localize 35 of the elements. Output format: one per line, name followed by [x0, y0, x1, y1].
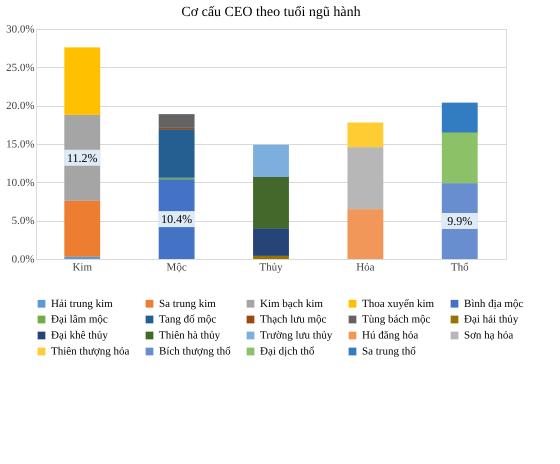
data-label: 11.2%: [66, 150, 98, 165]
x-tick-label: Hỏa: [356, 262, 375, 274]
data-label: 10.4%: [161, 212, 192, 226]
chart-title: Cơ cấu CEO theo tuổi ngũ hành: [181, 5, 361, 20]
y-tick-label: 20.0%: [6, 100, 34, 112]
legend-label: Thoa xuyến kim: [362, 298, 435, 310]
y-tick-label: 5.0%: [12, 215, 34, 228]
legend-label: Sa trung kim: [159, 298, 216, 310]
legend-label: Đại khê thủy: [51, 330, 108, 342]
legend-label: Sa trung thổ: [362, 346, 416, 358]
legend-label: Bích thượng thổ: [159, 346, 232, 358]
y-tick-label: 30.0%: [6, 24, 34, 36]
x-tick-label: Kim: [72, 262, 92, 274]
legend-label: Hải trung kim: [51, 298, 114, 310]
legend-label: Đại hải thủy: [464, 314, 519, 326]
legend-label: Sơn hạ hỏa: [464, 330, 514, 342]
legend-label: Thiên hà thủy: [159, 330, 221, 342]
y-tick-label: 10.0%: [6, 176, 34, 189]
data-label: 9.9%: [447, 214, 472, 228]
legend-label: Tang đố mộc: [159, 314, 216, 326]
x-tick-label: Mộc: [166, 262, 187, 274]
legend-label: Bình địa mộc: [464, 298, 524, 310]
legend-label: Trường lưu thủy: [260, 330, 333, 342]
legend-label: Kim bạch kim: [260, 298, 324, 310]
x-tick-label: Thổ: [450, 262, 470, 274]
legend-label: Hú đăng hỏa: [362, 330, 418, 342]
x-tick-label: Thủy: [259, 262, 284, 274]
legend-label: Tùng bách mộc: [362, 314, 431, 326]
legend-label: Thiên thượng hỏa: [51, 346, 130, 358]
y-tick-label: 0.0%: [12, 254, 34, 266]
y-tick-label: 25.0%: [6, 62, 34, 74]
legend-label: Thạch lưu mộc: [260, 314, 327, 326]
legend-label: Đại dịch thổ: [260, 346, 315, 358]
y-tick-label: 15.0%: [6, 138, 34, 150]
legend-label: Đại lâm mộc: [51, 314, 108, 326]
